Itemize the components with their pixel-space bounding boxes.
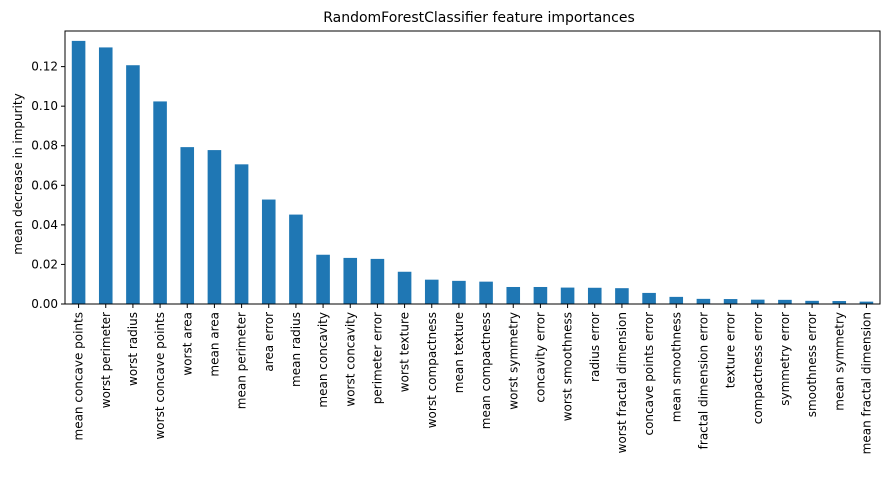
x-tick-label: mean concavity	[316, 312, 330, 408]
x-tick-label: mean compactness	[479, 312, 493, 429]
x-tick-label: mean smoothness	[669, 312, 683, 422]
x-tick-label: worst fractal dimension	[615, 312, 629, 453]
bar	[778, 299, 792, 304]
bar	[234, 164, 249, 304]
x-tick-label: mean concave points	[72, 312, 86, 441]
bar	[506, 286, 521, 304]
bar	[696, 298, 711, 304]
bar	[723, 299, 738, 304]
y-axis-ticks: 0.00 0.02 0.04 0.06 0.08 0.10 0.12	[31, 60, 65, 311]
bar	[859, 301, 874, 304]
x-tick-label: mean symmetry	[832, 312, 846, 411]
y-tick-label: 0.06	[31, 178, 58, 192]
bar	[452, 280, 466, 304]
bar	[289, 214, 303, 304]
bar	[71, 40, 86, 305]
x-tick-label: area error	[262, 312, 276, 372]
chart-title: RandomForestClassifier feature importanc…	[323, 10, 635, 26]
x-tick-label: mean area	[207, 312, 221, 377]
bar	[207, 150, 222, 304]
bars	[71, 40, 874, 305]
bar	[153, 101, 167, 304]
bar	[533, 286, 548, 304]
bar	[587, 287, 602, 304]
x-tick-label: mean perimeter	[235, 312, 249, 409]
bar	[479, 281, 493, 304]
x-tick-label: worst concave points	[153, 312, 167, 440]
x-tick-label: compactness error	[751, 312, 765, 424]
y-tick-label: 0.02	[31, 257, 58, 271]
x-tick-label: fractal dimension error	[696, 312, 710, 449]
x-tick-label: mean texture	[452, 312, 466, 393]
x-axis-ticks: mean concave points worst perimeter worst …	[72, 304, 873, 454]
bar	[370, 258, 385, 304]
bar	[832, 301, 847, 304]
y-tick-label: 0.12	[31, 60, 58, 74]
bar	[560, 287, 575, 304]
bar	[805, 300, 819, 304]
x-tick-label: concavity error	[533, 312, 547, 403]
bar	[750, 299, 765, 304]
bar	[261, 199, 276, 304]
y-tick-label: 0.04	[31, 218, 58, 232]
y-tick-label: 0.08	[31, 139, 58, 153]
bar	[180, 147, 195, 304]
x-tick-label: texture error	[724, 312, 738, 388]
x-tick-label: concave points error	[642, 312, 656, 436]
x-tick-label: worst concavity	[343, 312, 357, 407]
x-tick-label: perimeter error	[370, 312, 384, 404]
plot-frame	[64, 30, 881, 305]
x-tick-label: worst compactness	[425, 312, 439, 428]
x-tick-label: worst symmetry	[506, 312, 520, 410]
x-tick-label: worst radius	[126, 312, 140, 386]
x-tick-label: mean radius	[289, 312, 303, 387]
bar	[316, 254, 330, 304]
x-tick-label: smoothness error	[805, 312, 819, 417]
bar	[615, 288, 629, 304]
bar	[397, 271, 412, 304]
bar	[98, 47, 113, 305]
x-tick-label: worst texture	[398, 312, 412, 392]
x-tick-label: worst perimeter	[99, 312, 113, 408]
bar	[343, 257, 358, 304]
x-tick-label: mean fractal dimension	[859, 312, 873, 454]
bar	[424, 279, 439, 304]
x-tick-label: worst area	[180, 312, 194, 376]
x-tick-label: worst smoothness	[561, 312, 575, 421]
y-tick-label: 0.10	[31, 99, 58, 113]
bar	[642, 292, 656, 304]
bar	[126, 65, 140, 305]
x-tick-label: radius error	[588, 312, 602, 382]
bar	[669, 296, 684, 304]
x-tick-label: symmetry error	[778, 312, 792, 406]
y-tick-label: 0.00	[31, 297, 58, 311]
y-axis-label: mean decrease in impurity	[11, 93, 25, 254]
